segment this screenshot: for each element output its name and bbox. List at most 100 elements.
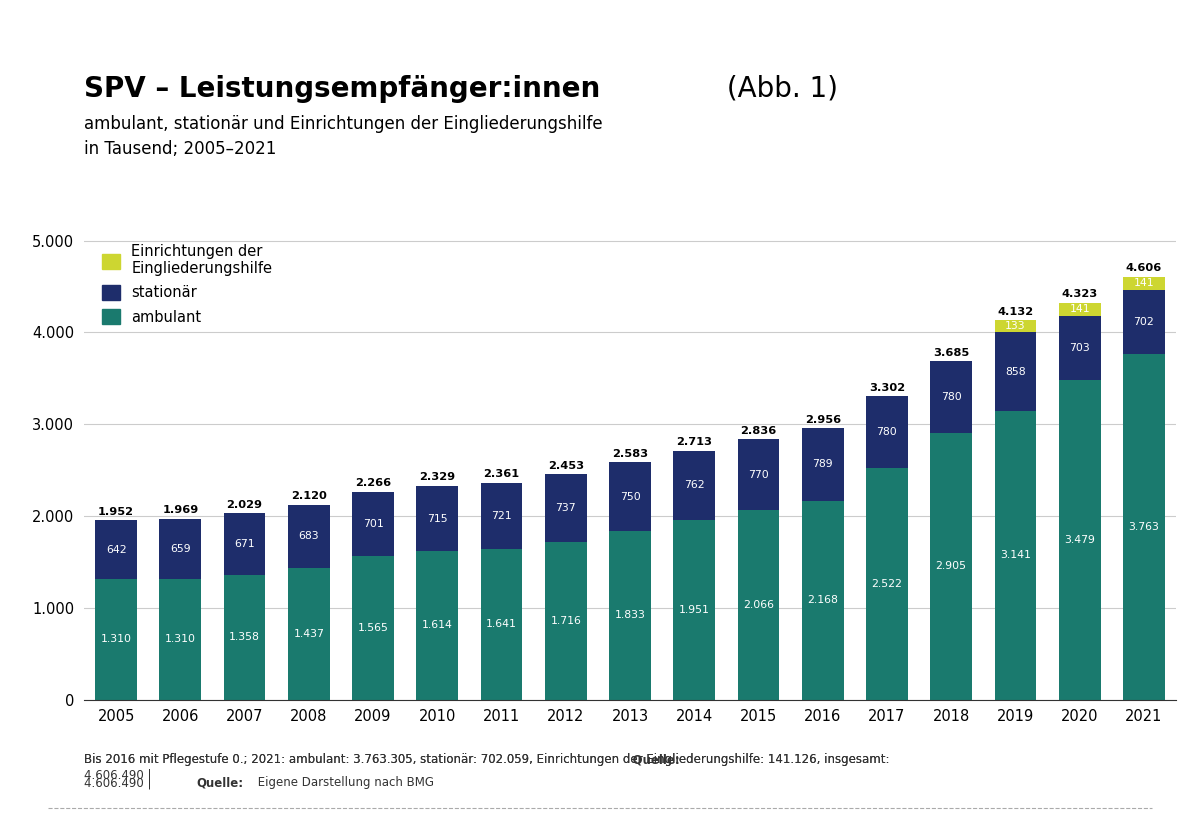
Text: 737: 737 — [556, 503, 576, 514]
Bar — [95, 579, 137, 700]
Text: SPV – Leistungsempfänger:innen: SPV – Leistungsempfänger:innen — [84, 75, 600, 103]
Text: 770: 770 — [748, 470, 769, 480]
Text: (Abb. 1): (Abb. 1) — [718, 75, 838, 103]
Bar — [866, 397, 908, 468]
Bar — [610, 463, 650, 532]
Bar — [1058, 380, 1100, 700]
Text: 789: 789 — [812, 459, 833, 469]
Bar — [866, 468, 908, 700]
Text: 2.266: 2.266 — [355, 478, 391, 488]
Bar — [288, 505, 330, 568]
Text: Quelle:: Quelle: — [197, 776, 244, 789]
Text: 2.905: 2.905 — [936, 561, 967, 571]
Text: 2.120: 2.120 — [290, 491, 326, 501]
Text: 701: 701 — [362, 518, 384, 528]
Bar — [352, 491, 394, 556]
Text: Eigene Darstellung nach BMG: Eigene Darstellung nach BMG — [254, 776, 434, 789]
Bar — [673, 450, 715, 520]
Text: 3.685: 3.685 — [934, 347, 970, 358]
Text: 3.479: 3.479 — [1064, 535, 1096, 545]
Text: 702: 702 — [1134, 317, 1154, 327]
Bar — [545, 474, 587, 542]
Text: 762: 762 — [684, 481, 704, 491]
Text: 3.141: 3.141 — [1000, 551, 1031, 560]
Bar — [995, 332, 1037, 412]
Text: 2.956: 2.956 — [805, 415, 841, 425]
Bar — [160, 579, 202, 700]
Text: 1.310: 1.310 — [164, 635, 196, 644]
Bar — [288, 568, 330, 700]
Text: 1.833: 1.833 — [614, 611, 646, 621]
Bar — [802, 428, 844, 500]
Text: 1.565: 1.565 — [358, 623, 389, 633]
Bar — [738, 510, 779, 700]
Text: 1.641: 1.641 — [486, 619, 517, 630]
Text: Bis 2016 mit Pflegestufe 0.; 2021: ambulant: 3.763.305, stationär: 702.059, Einr: Bis 2016 mit Pflegestufe 0.; 2021: ambul… — [84, 753, 889, 781]
Text: 2.168: 2.168 — [808, 595, 838, 605]
Text: 683: 683 — [299, 532, 319, 542]
Bar — [481, 549, 522, 700]
Bar — [223, 575, 265, 700]
Bar — [545, 542, 587, 700]
Text: 2.329: 2.329 — [419, 472, 455, 482]
Bar — [416, 551, 458, 700]
Bar — [673, 520, 715, 700]
Text: 1.358: 1.358 — [229, 632, 260, 642]
Text: 1.614: 1.614 — [422, 621, 452, 630]
Text: 2.453: 2.453 — [547, 461, 584, 471]
Text: 4.606: 4.606 — [1126, 263, 1162, 273]
Text: 671: 671 — [234, 539, 254, 549]
Bar — [930, 433, 972, 700]
Bar — [1058, 316, 1100, 380]
Bar — [223, 514, 265, 575]
Text: Bis 2016 mit Pflegestufe 0.; 2021: ambulant: 3.763.305, stationär: 702.059, Einr: Bis 2016 mit Pflegestufe 0.; 2021: ambul… — [84, 753, 889, 766]
Text: in Tausend; 2005–2021: in Tausend; 2005–2021 — [84, 140, 276, 158]
Legend: Einrichtungen der
Eingliederungshilfe, stationär, ambulant: Einrichtungen der Eingliederungshilfe, s… — [102, 244, 272, 324]
Text: 2.583: 2.583 — [612, 449, 648, 458]
Text: 141: 141 — [1069, 305, 1090, 314]
Bar — [738, 439, 779, 510]
Text: 2.522: 2.522 — [871, 579, 902, 588]
Text: 141: 141 — [1134, 278, 1154, 288]
Text: 750: 750 — [619, 492, 641, 502]
Bar — [930, 361, 972, 433]
Text: 3.302: 3.302 — [869, 383, 905, 393]
Text: Quelle:: Quelle: — [84, 753, 679, 766]
Bar — [1123, 354, 1165, 700]
Text: 659: 659 — [170, 544, 191, 554]
Text: 1.952: 1.952 — [98, 507, 134, 517]
Bar — [1123, 277, 1165, 290]
Text: 780: 780 — [941, 392, 961, 402]
Text: ambulant, stationär und Einrichtungen der Eingliederungshilfe: ambulant, stationär und Einrichtungen de… — [84, 115, 602, 133]
Text: 642: 642 — [106, 545, 126, 555]
Bar — [416, 486, 458, 551]
Bar — [995, 320, 1037, 332]
Text: 721: 721 — [491, 511, 512, 521]
Text: 1.716: 1.716 — [551, 616, 581, 625]
Bar — [995, 412, 1037, 700]
Text: 715: 715 — [427, 514, 448, 523]
Text: 1.437: 1.437 — [293, 629, 324, 639]
Text: 858: 858 — [1006, 367, 1026, 377]
Bar — [481, 483, 522, 549]
Bar — [352, 556, 394, 700]
Text: 4.132: 4.132 — [997, 307, 1033, 317]
Text: 3.763: 3.763 — [1128, 522, 1159, 532]
Text: 2.066: 2.066 — [743, 600, 774, 610]
Text: 2.836: 2.836 — [740, 425, 776, 435]
Bar — [95, 520, 137, 579]
Text: 780: 780 — [876, 427, 898, 437]
Text: 1.310: 1.310 — [101, 635, 132, 644]
Text: 4.323: 4.323 — [1062, 289, 1098, 299]
Bar — [802, 500, 844, 700]
Text: 703: 703 — [1069, 343, 1090, 353]
Text: 2.713: 2.713 — [677, 437, 713, 447]
Text: 2.029: 2.029 — [227, 500, 263, 509]
Text: 133: 133 — [1006, 321, 1026, 332]
Bar — [160, 518, 202, 579]
Text: 4.606.490 |: 4.606.490 | — [84, 776, 155, 789]
Text: 1.951: 1.951 — [679, 605, 709, 615]
Text: 1.969: 1.969 — [162, 505, 198, 515]
Text: 2.361: 2.361 — [484, 469, 520, 479]
Bar — [1123, 290, 1165, 354]
